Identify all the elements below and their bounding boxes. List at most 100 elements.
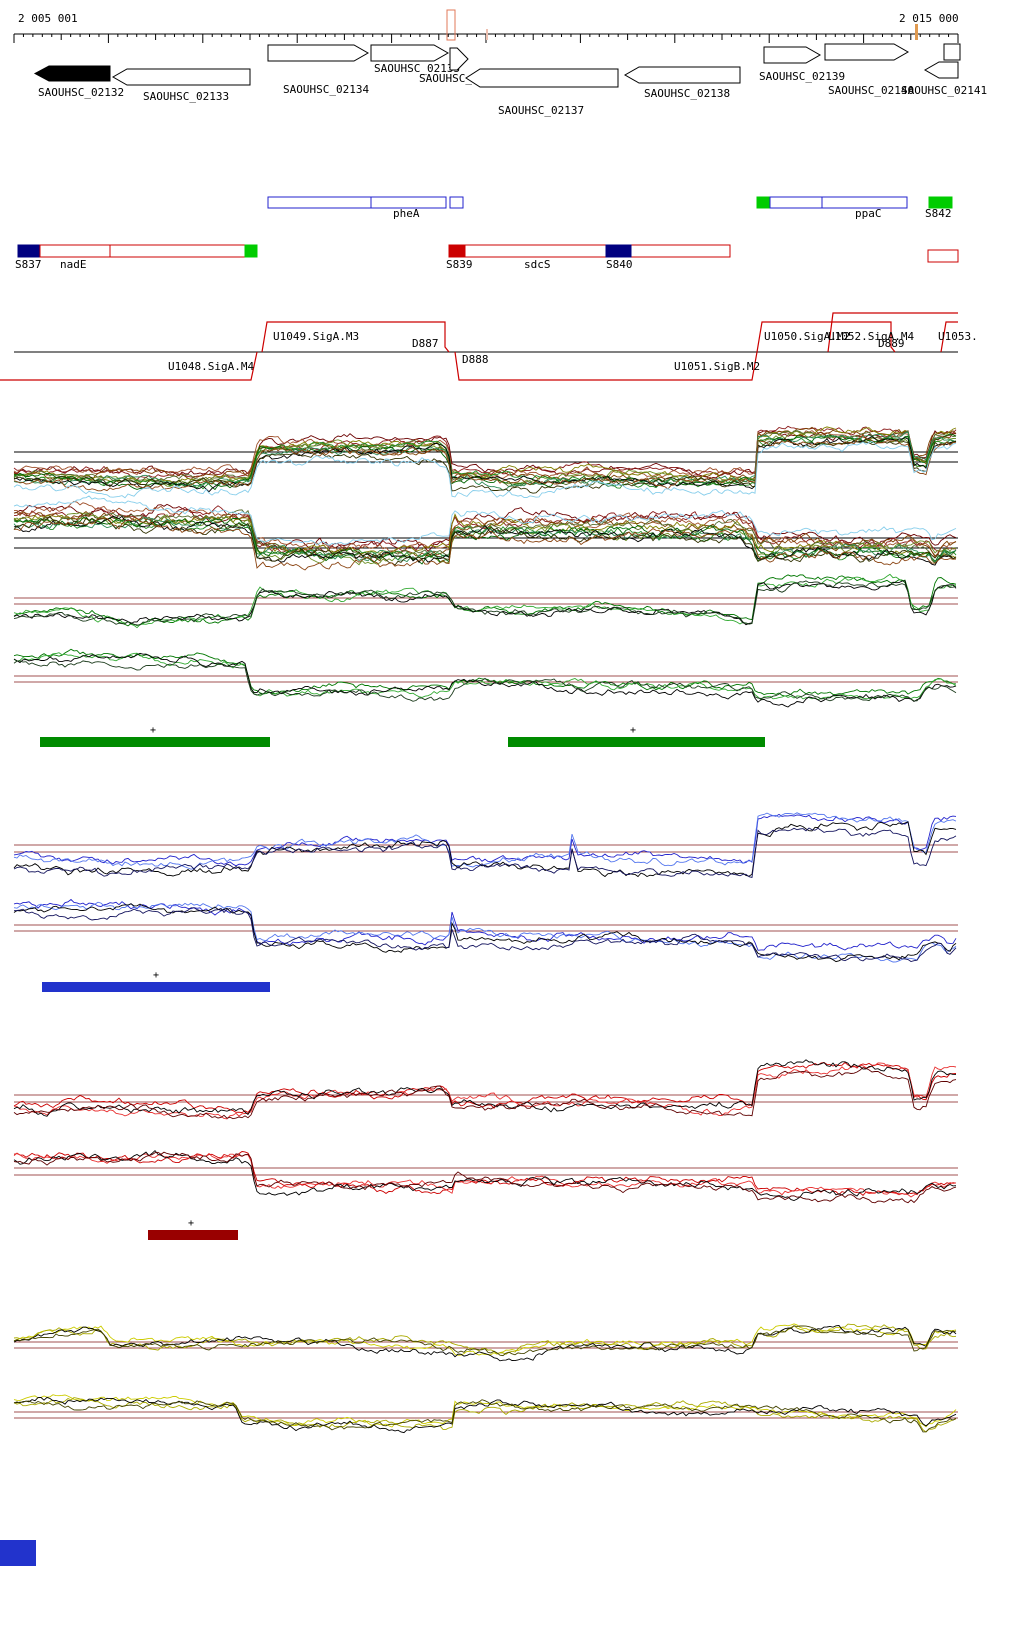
feature-box-minus_row-1[interactable] <box>39 244 246 258</box>
tu-label-U1049.SigA.M3: U1049.SigA.M3 <box>273 330 359 343</box>
green-set-reverse-line-1 <box>13 652 957 701</box>
ruler-marker-2 <box>486 29 488 40</box>
gene-annotation-track: SAOUHSC_02132 SAOUHSC_02133 SAOUHSC_02134 S… <box>33 43 987 117</box>
strand-bar-0 <box>40 737 270 747</box>
green-set-reverse-line-3 <box>13 660 957 702</box>
multi-condition-forward-line-6 <box>13 430 957 487</box>
feature-label-nadE: nadE <box>60 258 87 271</box>
tu-label-U1048.SigA.M4: U1048.SigA.M4 <box>168 360 254 373</box>
green-set-forward-line-3 <box>13 580 957 626</box>
transcription-unit-track: U1049.SigA.M3 D887 D888 U1048.SigA.M4 U1050.… <box>0 312 978 381</box>
blue-set-reverse-line-3 <box>13 907 957 962</box>
multi-condition-reverse-line-13 <box>13 495 957 546</box>
yellow-set-forward-line-3 <box>13 1325 957 1357</box>
feature-box-plus_row-4[interactable] <box>928 196 953 209</box>
blue-set-forward-line-3 <box>13 827 957 878</box>
feature-box-minus_row-4[interactable] <box>464 244 731 258</box>
multi-condition-reverse-line-12 <box>13 516 957 571</box>
feature-box-minus_row-3[interactable] <box>448 244 466 258</box>
feature-label-S839: S839 <box>446 258 473 271</box>
feature-box-plus_row-1[interactable] <box>449 196 464 209</box>
strand-bar-3 <box>148 1230 238 1240</box>
yellow-set-reverse-line-1 <box>13 1397 957 1433</box>
multi-condition-forward-line-7 <box>13 435 957 490</box>
red-set-forward-line-2 <box>13 1059 957 1117</box>
blue-set-forward-line-0 <box>13 813 957 867</box>
partial-track-box <box>0 1540 36 1566</box>
gene-SAOUHSC_02135[interactable] <box>370 44 450 62</box>
strand-bar-plus-0: + <box>150 725 156 736</box>
feature-box-minus_row-5[interactable] <box>605 244 632 258</box>
gene-label-SAOUHSC_02139: SAOUHSC_02139 <box>759 70 845 83</box>
segment-feature-tracks: pheA ppaC S842 S837 nadE S839 sdcS S840 <box>15 196 959 271</box>
multi-condition-forward-line-13 <box>13 440 957 499</box>
tu-line-U1051.SigB.M2 <box>454 351 758 381</box>
feature-box-plus_row-0[interactable] <box>267 196 447 209</box>
feature-box-minus_row-2[interactable] <box>244 244 258 258</box>
feature-label-sdcS: sdcS <box>524 258 551 271</box>
gene-partial-box[interactable] <box>943 43 961 61</box>
yellow-set-forward-line-2 <box>13 1325 957 1362</box>
gene-SAOUHSC_02137[interactable] <box>465 68 619 88</box>
feature-label-S837: S837 <box>15 258 42 271</box>
strand-bar-2 <box>42 982 270 992</box>
gene-label-SAOUHSC_02137: SAOUHSC_02137 <box>498 104 584 117</box>
feature-box-plus_row-2[interactable] <box>756 196 771 209</box>
feature-box-plus_row-3[interactable] <box>769 196 908 209</box>
gene-label-SAOUHSC_02132: SAOUHSC_02132 <box>38 86 124 99</box>
blue-set-reverse-line-0 <box>13 898 957 951</box>
multi-condition-reverse-line-1 <box>13 505 957 554</box>
tu-line-U1053 <box>940 321 958 353</box>
multi-condition-reverse-line-9 <box>13 516 957 564</box>
gene-label-SAOUHSC_02135: SAOUHSC_02135 <box>374 62 460 75</box>
gene-SAOUHSC_02133[interactable] <box>111 68 251 86</box>
gene-SAOUHSC_02140[interactable] <box>824 43 910 61</box>
multi-condition-reverse-line-10 <box>13 515 957 566</box>
red-set-forward-line-1 <box>13 1062 957 1120</box>
ruler-marker-1 <box>915 24 918 40</box>
condition-bars: + + + + <box>0 725 765 1566</box>
gene-label-SAOUHSC_02133: SAOUHSC_02133 <box>143 90 229 103</box>
feature-label-ppaC: ppaC <box>855 207 882 220</box>
tu-label-U1050.SigA.M2: U1050.SigA.M2 <box>764 330 850 343</box>
multi-condition-forward-line-12 <box>13 434 957 492</box>
feature-label-pheA: pheA <box>393 207 420 220</box>
multi-condition-forward-line-9 <box>13 431 957 491</box>
tu-label-D889: D889 <box>878 337 905 350</box>
multi-condition-reverse-line-0 <box>13 503 957 552</box>
feature-label-S842: S842 <box>925 207 952 220</box>
gene-label-SAOUHSC_02138: SAOUHSC_02138 <box>644 87 730 100</box>
feature-box-minus_row-0[interactable] <box>17 244 41 258</box>
ruler-start-label: 2 005 001 <box>18 12 78 25</box>
gene-SAOUHSC_02139[interactable] <box>763 46 822 64</box>
tu-label-D888: D888 <box>462 353 489 366</box>
blue-set-forward-line-2 <box>13 821 957 878</box>
yellow-set-forward-line-1 <box>13 1323 957 1355</box>
multi-condition-reverse-line-5 <box>13 509 957 564</box>
gene-SAOUHSC_02136[interactable] <box>449 47 469 71</box>
green-set-reverse-line-0 <box>13 648 957 697</box>
strand-bar-plus-1: + <box>630 725 636 736</box>
multi-condition-reverse-line-2 <box>13 500 957 559</box>
green-set-reverse-line-2 <box>13 652 957 708</box>
gene-SAOUHSC_02134[interactable] <box>267 44 370 62</box>
expression-profile-tracks <box>13 425 958 1434</box>
gene-SAOUHSC_02132[interactable] <box>33 65 111 82</box>
multi-condition-reverse-line-3 <box>13 511 957 562</box>
yellow-set-reverse-line-3 <box>13 1399 957 1433</box>
gene-label-SAOUHSC_02140: SAOUHSC_02140 <box>828 84 914 97</box>
gene-SAOUHSC_02141[interactable] <box>923 61 959 79</box>
tu-label-U1053.: U1053. <box>938 330 978 343</box>
tu-label-U1052.SigA.M4: U1052.SigA.M4 <box>828 330 914 343</box>
red-set-reverse-line-3 <box>13 1151 957 1204</box>
gene-label-SAOUHSC_02134: SAOUHSC_02134 <box>283 83 369 96</box>
red-set-forward-line-3 <box>13 1066 957 1120</box>
feature-box-minus_row-6[interactable] <box>927 249 959 263</box>
ruler-marker-0 <box>446 9 456 41</box>
strand-bar-1 <box>508 737 765 747</box>
tu-line-U1048.SigA.M4 <box>0 351 258 381</box>
gene-SAOUHSC_02138[interactable] <box>623 66 741 84</box>
gene-label-SAOUHSC_02141: SAOUHSC_02141 <box>901 84 987 97</box>
